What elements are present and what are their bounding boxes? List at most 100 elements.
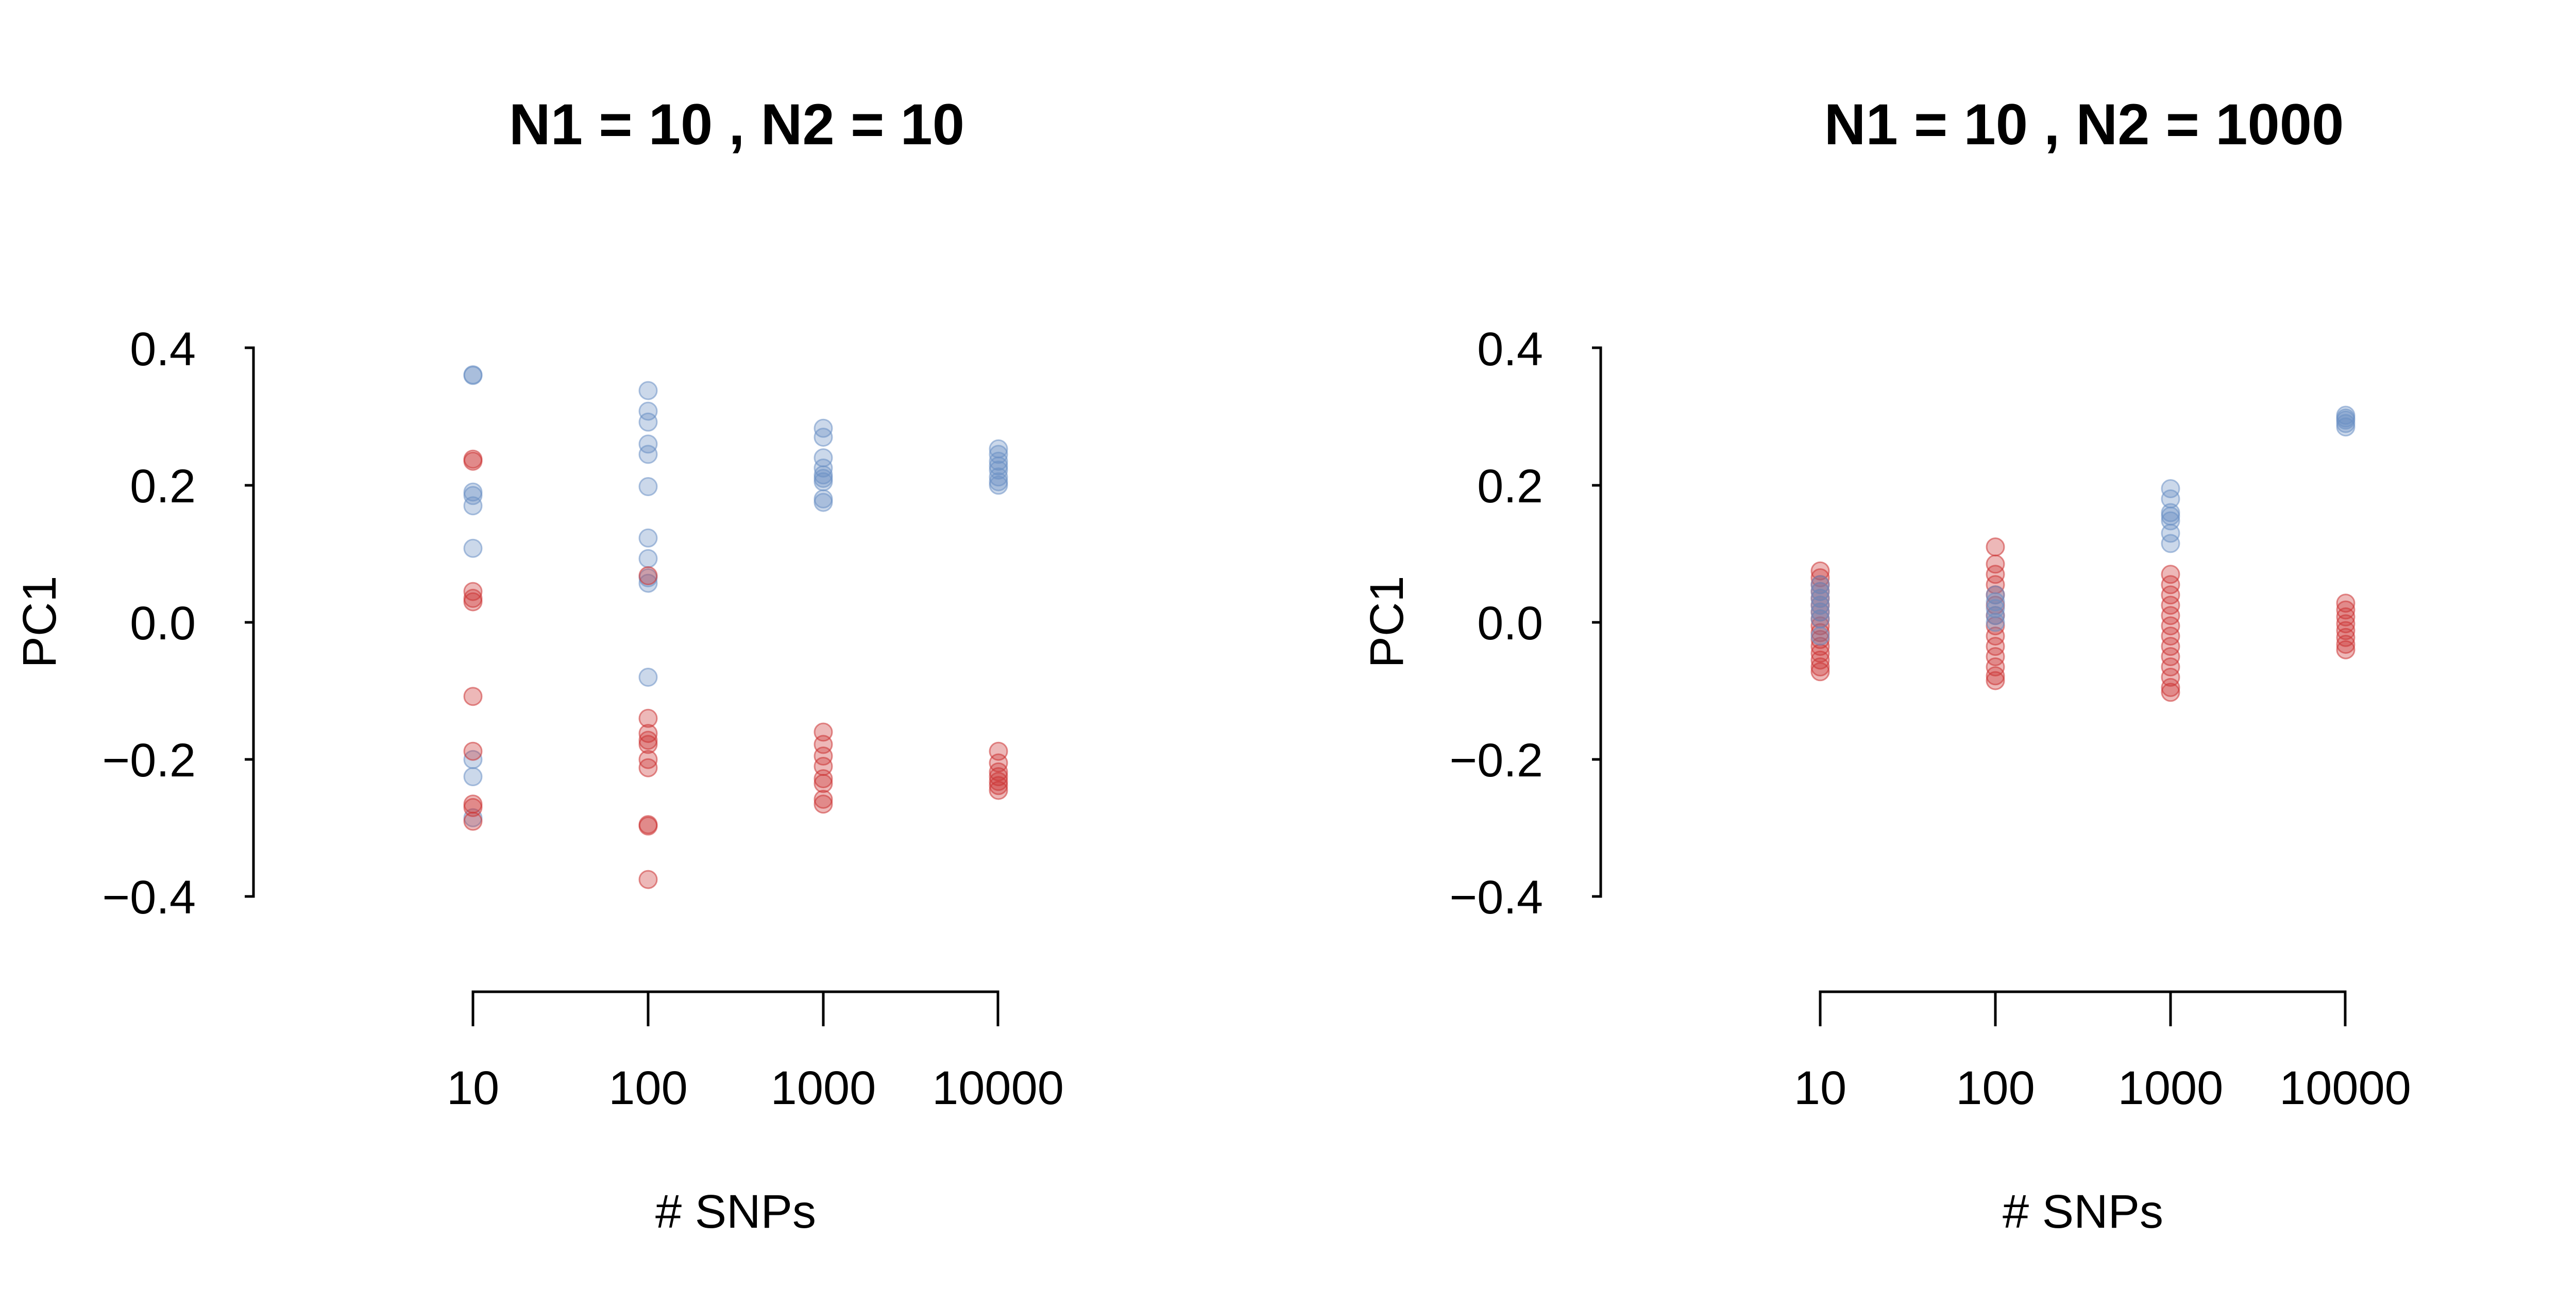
x-tick-labels-right: 10 100 1000 10000: [1794, 1062, 2411, 1114]
data-point: [2161, 657, 2180, 676]
data-point: [2336, 635, 2355, 654]
data-point: [638, 434, 658, 454]
data-point: [638, 528, 658, 548]
y-tick-marks-right: [1592, 484, 1601, 761]
data-point: [463, 496, 483, 516]
data-point: [2161, 523, 2180, 543]
y-axis-label-left: PC1: [13, 576, 66, 668]
data-point: [463, 582, 483, 601]
x-axis-label-left: # SNPs: [655, 1185, 816, 1238]
data-point: [1986, 666, 2005, 686]
x-axis-right: [1819, 990, 2347, 1026]
data-point: [814, 459, 833, 478]
data-point: [2161, 585, 2180, 605]
data-point: [2161, 626, 2180, 646]
data-point: [463, 365, 483, 384]
data-point: [1986, 626, 2005, 646]
data-point: [638, 724, 658, 743]
data-point: [2161, 637, 2180, 656]
data-point: [1810, 582, 1830, 601]
data-point: [814, 794, 833, 814]
x-tick-label: 10: [1794, 1062, 1846, 1114]
data-point: [1986, 671, 2005, 690]
y-axis-label-right: PC1: [1361, 576, 1413, 668]
plot-area-right: [1810, 405, 2355, 702]
data-point: [463, 687, 483, 706]
y-tick-labels-left: 0.4 0.2 0.0 −0.2 −0.4: [102, 323, 196, 924]
chart-title-right: N1 = 10 , N2 = 1000: [1824, 92, 2344, 157]
data-point: [1810, 602, 1830, 622]
data-point: [814, 493, 833, 512]
data-point: [2161, 534, 2180, 553]
x-tick-marks-left: [647, 992, 825, 1026]
data-point: [989, 781, 1008, 800]
y-tick-label: 0.0: [1477, 597, 1543, 650]
data-point: [1986, 613, 2005, 632]
y-tick-label: 0.2: [130, 460, 196, 513]
data-point: [638, 401, 658, 421]
data-point: [463, 741, 483, 761]
x-tick-labels-left: 10 100 1000 10000: [447, 1062, 1064, 1114]
y-tick-label: 0.0: [130, 597, 196, 650]
data-point: [1986, 585, 2005, 605]
data-point: [638, 668, 658, 687]
data-point: [989, 762, 1008, 782]
data-point: [2161, 479, 2180, 498]
data-point: [2336, 417, 2355, 437]
data-point: [463, 767, 483, 786]
data-point: [1810, 637, 1830, 656]
data-point: [814, 789, 833, 809]
data-point: [1810, 596, 1830, 615]
data-point: [2336, 640, 2355, 659]
scatter-panel-right: N1 = 10 , N2 = 1000 0.4 0.2 0.0 −0.2 −0.…: [1361, 92, 2411, 1238]
y-tick-label: −0.2: [1449, 734, 1543, 787]
x-tick-label: 100: [1956, 1062, 2035, 1114]
data-point: [2161, 596, 2180, 615]
x-tick-label: 100: [608, 1062, 688, 1114]
data-point: [989, 776, 1008, 795]
chart-title-left: N1 = 10 , N2 = 10: [509, 92, 964, 157]
y-tick-label: −0.4: [1449, 871, 1543, 924]
data-point: [814, 472, 833, 492]
y-tick-marks-left: [245, 484, 253, 761]
data-point: [2161, 575, 2180, 595]
data-point: [638, 549, 658, 568]
data-point: [638, 758, 658, 777]
data-point: [1986, 554, 2005, 574]
data-point: [2336, 621, 2355, 640]
data-point: [638, 381, 658, 400]
data-point: [2161, 683, 2180, 702]
data-point: [2161, 677, 2180, 697]
data-point: [463, 592, 483, 612]
data-point: [814, 774, 833, 793]
data-point: [2336, 600, 2355, 620]
data-point: [638, 870, 658, 889]
y-tick-labels-right: 0.4 0.2 0.0 −0.2 −0.4: [1449, 323, 1543, 924]
data-point: [463, 798, 483, 817]
data-point: [814, 747, 833, 766]
data-point: [463, 538, 483, 558]
data-point: [2336, 607, 2355, 626]
y-tick-label: −0.4: [102, 871, 196, 924]
data-point: [463, 486, 483, 505]
data-point: [2161, 668, 2180, 687]
data-point: [1810, 588, 1830, 608]
data-point: [1810, 657, 1830, 676]
y-tick-label: 0.4: [1477, 323, 1543, 376]
data-point: [2336, 594, 2355, 613]
data-point: [463, 811, 483, 831]
data-point: [2161, 565, 2180, 584]
data-point: [1986, 647, 2005, 666]
data-point: [2336, 614, 2355, 634]
x-tick-marks-right: [1994, 992, 2172, 1026]
y-tick-label: 0.2: [1477, 460, 1543, 513]
data-point: [638, 731, 658, 750]
data-point: [638, 566, 658, 585]
data-point: [638, 816, 658, 836]
data-point: [2161, 616, 2180, 636]
data-point: [814, 769, 833, 788]
data-point: [1810, 575, 1830, 595]
data-point: [1986, 592, 2005, 612]
data-point: [989, 476, 1008, 495]
